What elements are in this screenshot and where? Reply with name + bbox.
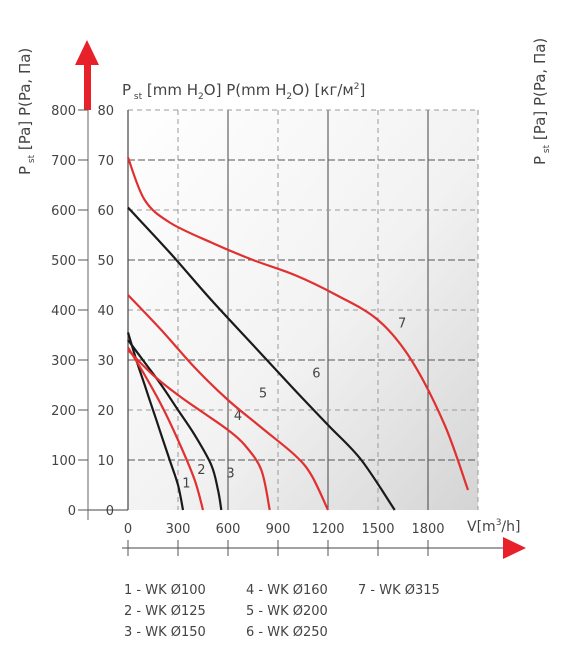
legend-item-4: 4 - WK Ø160 — [246, 583, 328, 598]
y-axis-arrow-shaft — [84, 63, 91, 110]
y-tick-mm-0: 0 — [106, 504, 114, 519]
curve-3 — [127, 339, 223, 511]
x-axis-arrow — [503, 537, 526, 559]
y-tick-pa-800: 800 — [51, 104, 76, 119]
right-axis-title: P st [Pa] P(Pa, Па) — [531, 38, 552, 165]
x-axis-title: V[m3/h] — [467, 518, 520, 535]
curve-label-1: 1 — [182, 477, 190, 492]
y-tick-pa-0: 0 — [68, 504, 76, 519]
y-tick-mm-70: 70 — [97, 154, 114, 169]
curve-2 — [127, 346, 205, 511]
legend-item-1: 1 - WK Ø100 — [124, 583, 206, 598]
legend-item-2: 2 - WK Ø125 — [124, 604, 206, 619]
y-tick-pa-600: 600 — [51, 204, 76, 219]
y-tick-pa-200: 200 — [51, 404, 76, 419]
x-tick-900: 900 — [266, 522, 291, 537]
grid — [128, 109, 479, 510]
y-tick-mm-20: 20 — [97, 404, 114, 419]
axis-ticks: 0100200300400500600700800010203040506070… — [51, 104, 445, 556]
legend-item-6: 6 - WK Ø250 — [246, 625, 328, 640]
x-tick-1200: 1200 — [311, 522, 344, 537]
curve-label-3: 3 — [226, 467, 234, 482]
x-tick-300: 300 — [166, 522, 191, 537]
y-tick-mm-80: 80 — [97, 104, 114, 119]
legend: 1 - WK Ø100 2 - WK Ø125 3 - WK Ø150 4 - WK … — [124, 583, 440, 640]
curve-5 — [127, 294, 329, 511]
curves: 12 3 4 5 6 7 — [126, 157, 470, 511]
curve-label-4: 4 — [234, 409, 242, 424]
y-tick-pa-700: 700 — [51, 154, 76, 169]
legend-item-3: 3 - WK Ø150 — [124, 625, 206, 640]
y-tick-pa-400: 400 — [51, 304, 76, 319]
x-tick-600: 600 — [216, 522, 241, 537]
y-tick-pa-300: 300 — [51, 354, 76, 369]
x-tick-1500: 1500 — [361, 522, 394, 537]
curve-6 — [127, 206, 396, 511]
curve-label-7: 7 — [398, 317, 406, 332]
legend-item-7: 7 - WK Ø315 — [358, 583, 440, 598]
y-tick-pa-100: 100 — [51, 454, 76, 469]
y-tick-mm-60: 60 — [97, 204, 114, 219]
x-tick-0: 0 — [124, 522, 132, 537]
y-tick-mm-50: 50 — [97, 254, 114, 269]
y-axis-arrow — [75, 40, 99, 65]
curve-4 — [127, 349, 271, 511]
curve-label-6: 6 — [312, 367, 320, 382]
top-axis-title: P st [mm H2O] P(mm H2O) [кг/м2] — [122, 81, 365, 102]
curve-label-5: 5 — [259, 387, 267, 402]
left-axis-title: P st [Pa] P(Pa, Па) — [16, 48, 37, 175]
curve-7 — [126, 157, 470, 491]
y-tick-mm-30: 30 — [97, 354, 114, 369]
y-tick-mm-10: 10 — [97, 454, 114, 469]
curve-label-2: 2 — [197, 463, 205, 478]
x-tick-1800: 1800 — [411, 522, 444, 537]
legend-item-5: 5 - WK Ø200 — [246, 604, 328, 619]
y-tick-pa-500: 500 — [51, 254, 76, 269]
y-tick-mm-40: 40 — [97, 304, 114, 319]
